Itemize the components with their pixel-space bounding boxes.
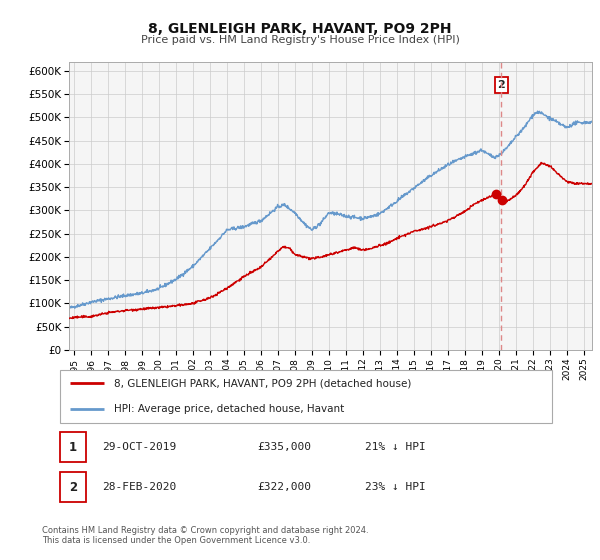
Text: 8, GLENLEIGH PARK, HAVANT, PO9 2PH (detached house): 8, GLENLEIGH PARK, HAVANT, PO9 2PH (deta…	[114, 379, 412, 389]
FancyBboxPatch shape	[60, 432, 86, 462]
Text: 29-OCT-2019: 29-OCT-2019	[102, 442, 176, 452]
FancyBboxPatch shape	[60, 472, 86, 502]
Text: £335,000: £335,000	[257, 442, 311, 452]
Text: 23% ↓ HPI: 23% ↓ HPI	[365, 482, 426, 492]
Text: Contains HM Land Registry data © Crown copyright and database right 2024.: Contains HM Land Registry data © Crown c…	[42, 526, 368, 535]
Text: 2: 2	[497, 80, 505, 90]
Text: Price paid vs. HM Land Registry's House Price Index (HPI): Price paid vs. HM Land Registry's House …	[140, 35, 460, 45]
Text: 1: 1	[69, 441, 77, 454]
Text: 2: 2	[69, 480, 77, 494]
Text: 8, GLENLEIGH PARK, HAVANT, PO9 2PH: 8, GLENLEIGH PARK, HAVANT, PO9 2PH	[148, 22, 452, 36]
Text: This data is licensed under the Open Government Licence v3.0.: This data is licensed under the Open Gov…	[42, 536, 310, 545]
Text: 28-FEB-2020: 28-FEB-2020	[102, 482, 176, 492]
FancyBboxPatch shape	[60, 370, 552, 423]
Text: HPI: Average price, detached house, Havant: HPI: Average price, detached house, Hava…	[114, 404, 344, 414]
Text: 21% ↓ HPI: 21% ↓ HPI	[365, 442, 426, 452]
Text: £322,000: £322,000	[257, 482, 311, 492]
